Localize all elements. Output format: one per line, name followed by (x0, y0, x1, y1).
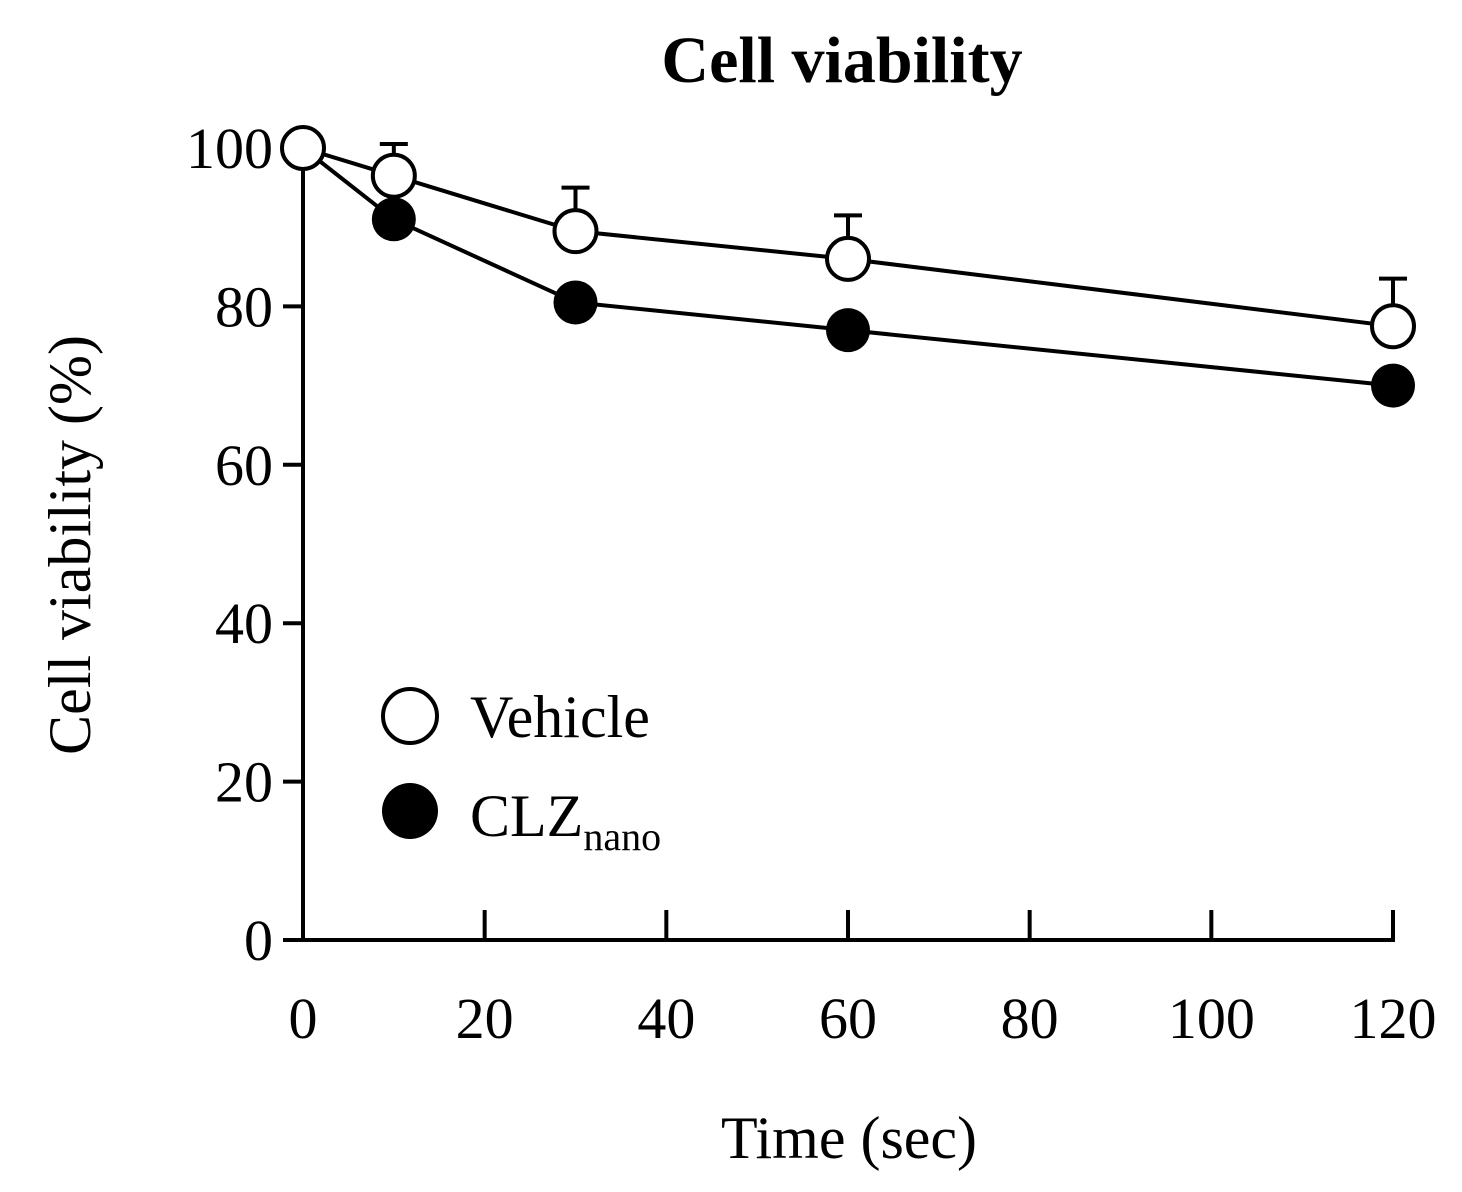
chart-title: Cell viability (661, 24, 1022, 97)
data-point-0 (280, 125, 326, 171)
y-tick-label: 20 (215, 750, 273, 815)
x-axis-label: Time (sec) (721, 1105, 977, 1171)
data-point-1 (1371, 363, 1415, 408)
y-tick-label: 80 (215, 274, 273, 339)
x-tick-label: 20 (456, 986, 514, 1051)
legend-label-clz: CLZnano (470, 783, 661, 859)
x-tick-label: 60 (819, 986, 877, 1051)
legend-label-clz-subscript: nano (583, 814, 661, 859)
y-ticks: 0 20 40 60 80 100 (186, 116, 303, 973)
series-markers (280, 125, 1416, 408)
y-tick-label: 100 (186, 116, 273, 181)
legend-marker-clz (382, 783, 438, 839)
legend-marker-vehicle (381, 687, 439, 745)
x-tick-label: 100 (1168, 986, 1255, 1051)
y-tick-label: 60 (215, 433, 273, 498)
legend-label-vehicle: Vehicle (470, 684, 650, 750)
legend-label-clz-main: CLZ (470, 783, 583, 849)
x-tick-label: 120 (1350, 986, 1437, 1051)
data-point-1 (553, 280, 598, 325)
x-ticks: 0 20 40 60 80 100 120 (289, 910, 1437, 1051)
y-tick-label: 40 (215, 591, 273, 656)
error-bars (379, 142, 1407, 327)
data-point-0 (825, 235, 871, 282)
data-point-1 (371, 197, 416, 242)
y-axis-label: Cell viability (%) (37, 335, 103, 755)
x-tick-label: 0 (289, 986, 318, 1051)
y-tick-label: 0 (244, 908, 273, 973)
data-point-1 (826, 308, 870, 353)
data-point-0 (370, 152, 417, 199)
legend: Vehicle CLZnano (381, 684, 661, 859)
x-tick-label: 80 (1001, 986, 1059, 1051)
x-tick-label: 40 (637, 986, 695, 1051)
series-layer (280, 125, 1416, 408)
data-point-0 (1370, 303, 1416, 350)
data-point-0 (552, 208, 599, 255)
